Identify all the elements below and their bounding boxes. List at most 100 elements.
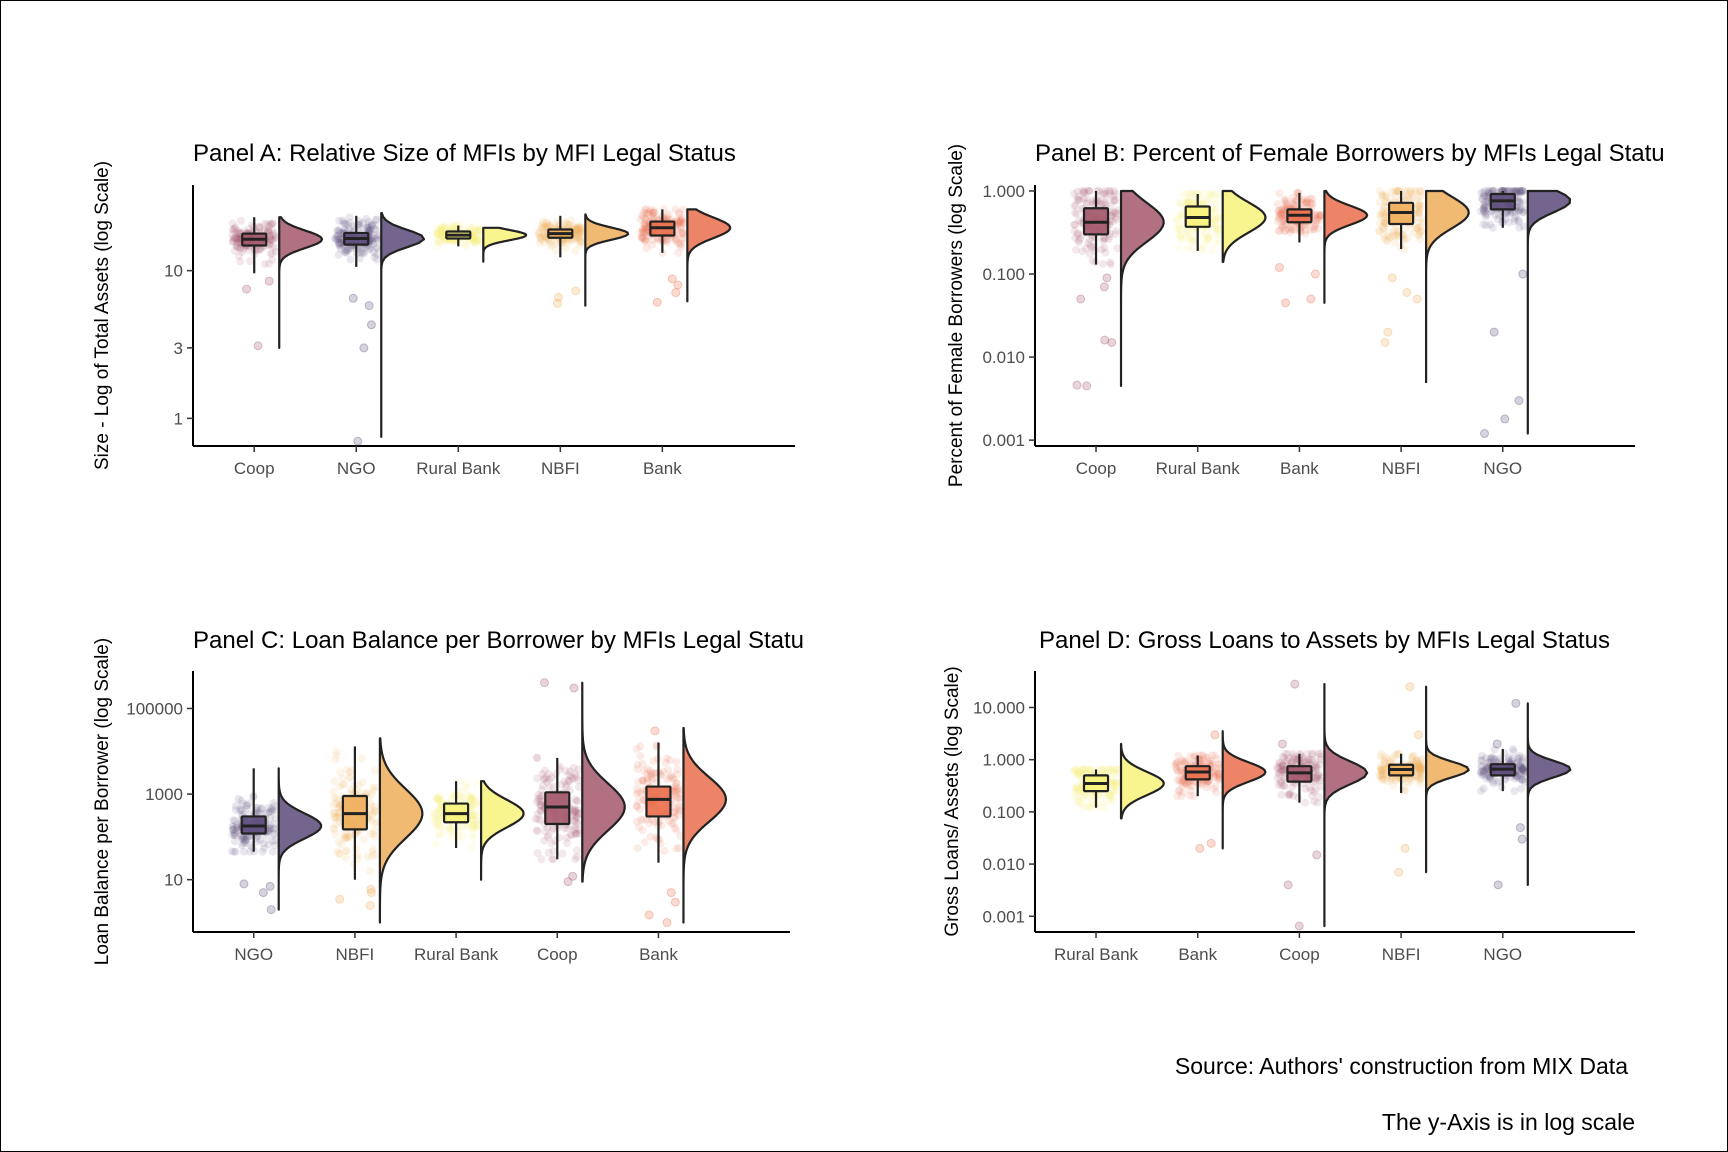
data-point: [575, 231, 584, 240]
data-point: [1100, 198, 1109, 207]
outlier-point: [652, 297, 662, 307]
data-point: [1098, 259, 1107, 268]
data-point: [338, 216, 347, 225]
outlier-point: [1492, 739, 1502, 749]
data-point: [1113, 209, 1122, 218]
data-point: [1186, 199, 1195, 208]
data-point: [1205, 231, 1214, 240]
data-point: [335, 242, 344, 251]
data-point: [1308, 194, 1317, 203]
data-point: [1404, 190, 1413, 199]
data-point: [1107, 212, 1116, 221]
data-point: [366, 867, 375, 876]
data-point: [435, 830, 444, 839]
data-point: [1176, 231, 1185, 240]
data-point: [1275, 211, 1284, 220]
outlier-point: [1102, 273, 1112, 283]
data-point: [1172, 216, 1181, 225]
data-point: [1073, 187, 1082, 196]
data-point: [1177, 235, 1186, 244]
data-point: [649, 212, 658, 221]
data-point: [255, 223, 264, 232]
data-point: [576, 238, 585, 247]
outlier-point: [242, 284, 252, 294]
data-point: [1213, 221, 1222, 230]
data-point: [335, 849, 344, 858]
data-point: [333, 226, 342, 235]
data-point: [552, 239, 561, 248]
density-half-violin: [1323, 683, 1369, 928]
data-point: [1215, 236, 1224, 245]
outlier-point: [366, 884, 376, 894]
data-point: [1310, 210, 1319, 219]
data-point: [677, 218, 686, 227]
data-point: [232, 241, 241, 250]
data-point: [1378, 209, 1387, 218]
data-point: [671, 234, 680, 243]
data-point: [475, 237, 484, 246]
data-point: [373, 231, 382, 240]
density-half-violin: [1526, 702, 1572, 886]
data-point: [1212, 195, 1221, 204]
data-point: [552, 770, 561, 779]
data-point: [1204, 235, 1213, 244]
data-point: [562, 783, 571, 792]
data-point: [467, 843, 476, 852]
data-point: [1277, 210, 1286, 219]
x-tick-label: Bank: [1280, 459, 1319, 478]
data-point: [462, 780, 471, 789]
data-point: [1378, 193, 1387, 202]
data-point: [1211, 782, 1220, 791]
data-point: [552, 217, 561, 226]
data-point: [1100, 234, 1109, 243]
data-point: [1414, 224, 1423, 233]
data-point: [359, 835, 368, 844]
data-point: [677, 243, 686, 252]
data-point: [1189, 189, 1198, 198]
data-point: [370, 766, 379, 775]
data-point: [1404, 193, 1413, 202]
data-point: [1288, 199, 1297, 208]
outlier-point: [359, 343, 369, 353]
data-point: [1208, 189, 1217, 198]
data-point: [1112, 215, 1121, 224]
data-point: [642, 205, 651, 214]
data-point: [1479, 220, 1488, 229]
data-point: [1277, 790, 1286, 799]
data-point: [1111, 196, 1120, 205]
data-point: [534, 228, 543, 237]
data-point: [1186, 189, 1195, 198]
data-point: [367, 221, 376, 230]
outlier-point: [539, 678, 549, 688]
data-point: [434, 231, 443, 240]
data-point: [438, 227, 447, 236]
outlier-point: [1414, 730, 1424, 740]
data-point: [346, 255, 355, 264]
data-point: [268, 255, 277, 264]
data-point: [1109, 796, 1118, 805]
data-point: [574, 233, 583, 242]
data-point: [372, 226, 381, 235]
data-point: [1214, 214, 1223, 223]
data-point: [1183, 243, 1192, 252]
data-point: [1183, 196, 1192, 205]
x-tick-label: Bank: [1178, 945, 1217, 964]
data-point: [1113, 244, 1122, 253]
data-point: [1390, 238, 1399, 247]
data-point: [470, 239, 479, 248]
rain-points: [1476, 698, 1529, 890]
data-point: [545, 221, 554, 230]
data-point: [677, 229, 686, 238]
data-point: [461, 241, 470, 250]
data-point: [575, 234, 584, 243]
outlier-point: [1514, 396, 1524, 406]
y-tick-label: 10.000: [973, 698, 1025, 717]
data-point: [1279, 217, 1288, 226]
data-point: [470, 227, 479, 236]
data-point: [1111, 208, 1120, 217]
data-point: [636, 752, 645, 761]
data-point: [1290, 201, 1299, 210]
outlier-point: [1082, 381, 1092, 391]
data-point: [340, 246, 349, 255]
data-point: [1070, 201, 1079, 210]
